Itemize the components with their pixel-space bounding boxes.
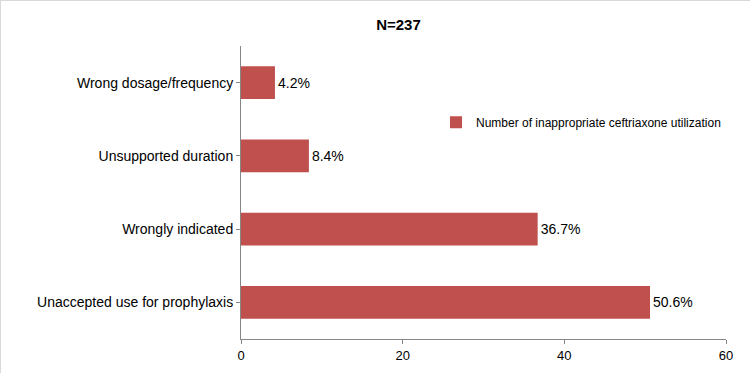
svg-text:20: 20 (395, 348, 409, 363)
svg-text:N=237: N=237 (376, 16, 421, 33)
svg-text:50.6%: 50.6% (653, 294, 693, 310)
svg-text:0: 0 (237, 348, 244, 363)
svg-text:36.7%: 36.7% (541, 221, 581, 237)
svg-text:4.2%: 4.2% (278, 75, 310, 91)
svg-text:Wrongly indicated: Wrongly indicated (122, 221, 233, 237)
svg-text:Unsupported duration: Unsupported duration (99, 148, 234, 164)
svg-text:40: 40 (557, 348, 571, 363)
svg-text:8.4%: 8.4% (312, 148, 344, 164)
svg-text:Number of inappropriate ceftri: Number of inappropriate ceftriaxone util… (476, 116, 721, 130)
svg-text:Wrong dosage/frequency: Wrong dosage/frequency (77, 75, 233, 91)
svg-text:60: 60 (719, 348, 733, 363)
svg-text:Unaccepted use for prophylaxis: Unaccepted use for prophylaxis (37, 294, 233, 310)
